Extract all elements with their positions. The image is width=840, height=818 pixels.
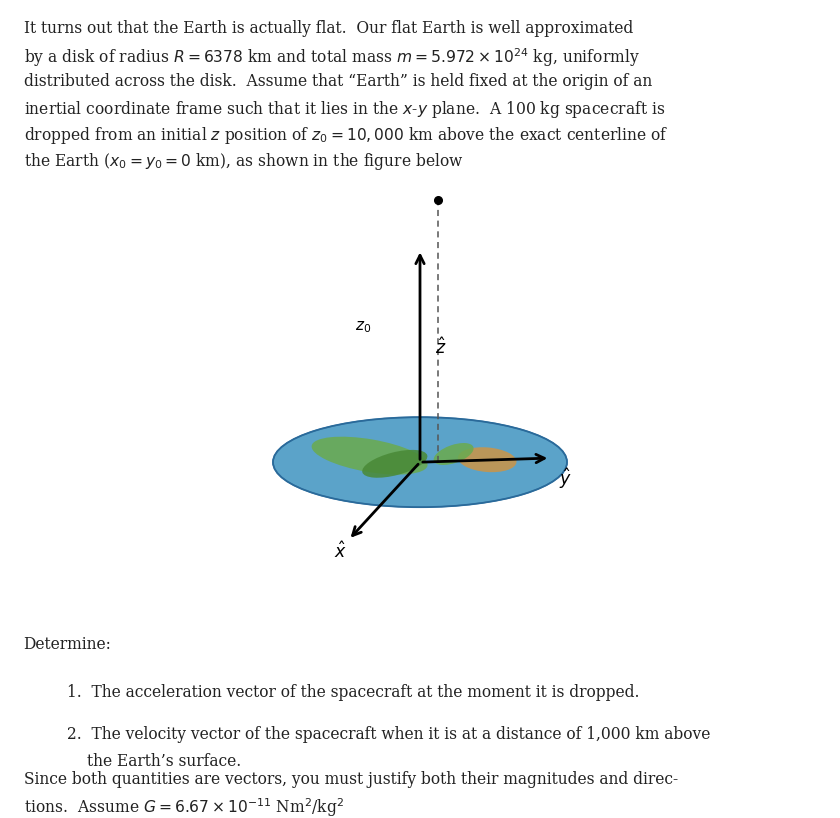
Text: Determine:: Determine: xyxy=(24,636,112,654)
Ellipse shape xyxy=(433,443,474,465)
Text: 2.  The velocity vector of the spacecraft when it is at a distance of 1,000 km a: 2. The velocity vector of the spacecraft… xyxy=(67,726,711,744)
Text: $\hat{y}$: $\hat{y}$ xyxy=(559,466,571,491)
Text: distributed across the disk.  Assume that “Earth” is held fixed at the origin of: distributed across the disk. Assume that… xyxy=(24,73,652,90)
Text: $\hat{x}$: $\hat{x}$ xyxy=(333,542,347,563)
Ellipse shape xyxy=(273,417,567,507)
Ellipse shape xyxy=(362,450,428,478)
Text: 1.  The acceleration vector of the spacecraft at the moment it is dropped.: 1. The acceleration vector of the spacec… xyxy=(67,684,640,701)
Text: the Earth’s surface.: the Earth’s surface. xyxy=(87,753,241,771)
Ellipse shape xyxy=(458,447,517,472)
Text: It turns out that the Earth is actually flat.  Our flat Earth is well approximat: It turns out that the Earth is actually … xyxy=(24,20,633,38)
Text: the Earth ($x_0 = y_0 = 0$ km), as shown in the figure below: the Earth ($x_0 = y_0 = 0$ km), as shown… xyxy=(24,151,463,173)
Text: by a disk of radius $R = 6378$ km and total mass $m = 5.972 \times 10^{24}$ kg, : by a disk of radius $R = 6378$ km and to… xyxy=(24,47,639,70)
Text: inertial coordinate frame such that it lies in the $x$-$y$ plane.  A 100 kg spac: inertial coordinate frame such that it l… xyxy=(24,99,664,120)
Ellipse shape xyxy=(312,437,428,474)
Text: $z_0$: $z_0$ xyxy=(354,319,371,335)
Text: tions.  Assume $G = 6.67 \times 10^{-11}$ Nm$^2$/kg$^2$: tions. Assume $G = 6.67 \times 10^{-11}$… xyxy=(24,797,344,818)
Text: dropped from an initial $z$ position of $z_0 = 10,000$ km above the exact center: dropped from an initial $z$ position of … xyxy=(24,125,668,146)
Text: $\hat{z}$: $\hat{z}$ xyxy=(435,337,447,358)
Text: Since both quantities are vectors, you must justify both their magnitudes and di: Since both quantities are vectors, you m… xyxy=(24,771,678,788)
